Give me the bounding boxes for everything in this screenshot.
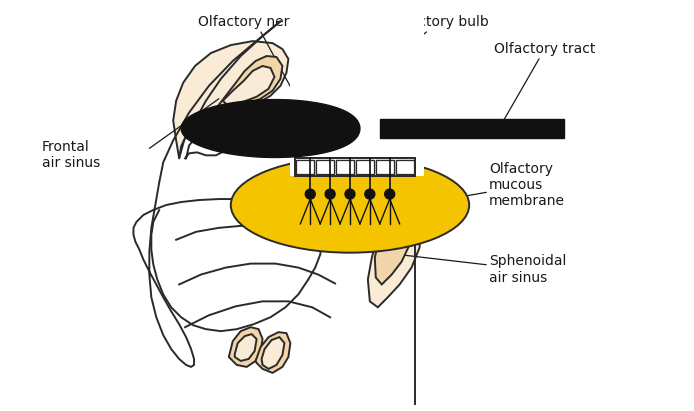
Bar [380, 119, 564, 139]
Polygon shape [235, 334, 257, 361]
Polygon shape [174, 41, 289, 158]
Bar [396, 160, 414, 174]
Circle shape [305, 189, 315, 199]
Bar [376, 160, 393, 174]
Text: Olfactory nerves: Olfactory nerves [198, 15, 330, 160]
Ellipse shape [231, 157, 469, 253]
Polygon shape [229, 327, 262, 367]
Text: Olfactory bulb: Olfactory bulb [315, 15, 489, 119]
Circle shape [384, 189, 395, 199]
Polygon shape [375, 99, 418, 284]
Circle shape [345, 189, 355, 199]
Bar [316, 160, 334, 174]
Polygon shape [216, 56, 282, 109]
Bar [396, 160, 414, 174]
Polygon shape [223, 66, 275, 105]
Polygon shape [181, 99, 360, 157]
Polygon shape [255, 332, 290, 373]
Bar [296, 158, 414, 176]
Text: Olfactory
mucous
membrane: Olfactory mucous membrane [414, 162, 565, 208]
Polygon shape [262, 337, 285, 369]
Bar [336, 160, 354, 174]
Circle shape [365, 189, 375, 199]
Polygon shape [368, 79, 421, 307]
Bar [356, 160, 374, 174]
Bar [336, 160, 354, 174]
Polygon shape [160, 106, 414, 403]
Text: Olfactory tract: Olfactory tract [494, 42, 595, 129]
Bar [376, 160, 393, 174]
Bar [296, 160, 314, 174]
Circle shape [325, 189, 335, 199]
Text: Sphenoidal
air sinus: Sphenoidal air sinus [400, 254, 566, 285]
Bar [290, 1, 425, 176]
Bar [296, 158, 414, 176]
Bar [296, 160, 314, 174]
Text: Frontal
air sinus: Frontal air sinus [42, 140, 101, 171]
Bar [316, 160, 334, 174]
Bar [356, 160, 374, 174]
